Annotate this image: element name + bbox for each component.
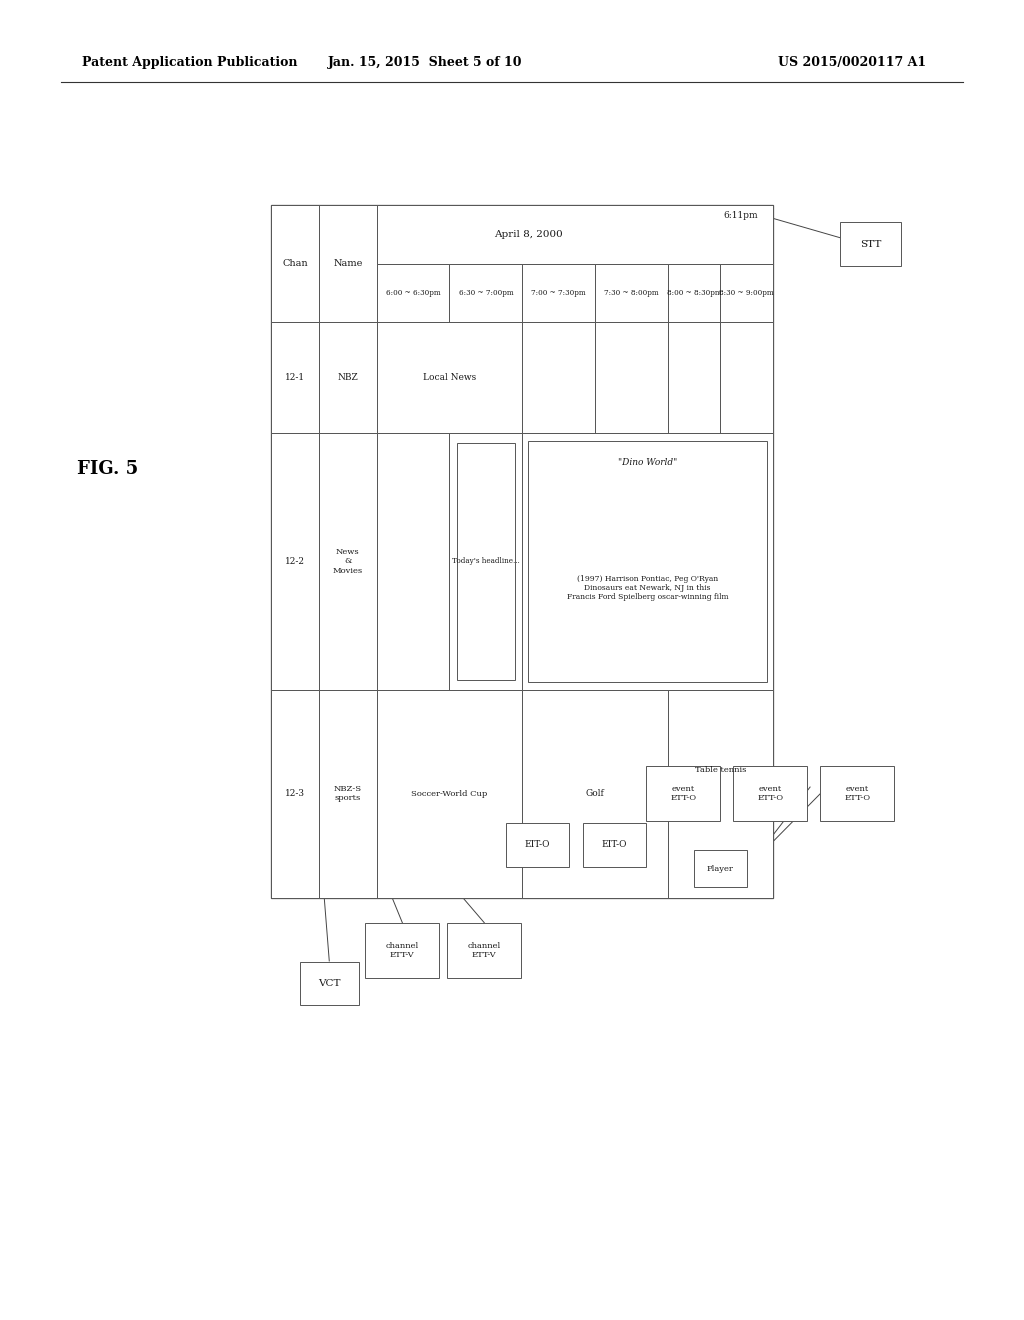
Bar bbox=[595, 264, 668, 322]
Bar bbox=[522, 322, 595, 433]
Bar bbox=[522, 264, 595, 322]
Bar bbox=[271, 322, 319, 433]
Bar bbox=[271, 205, 319, 322]
Text: 8:30 ~ 9:00pm: 8:30 ~ 9:00pm bbox=[720, 289, 774, 297]
Text: 6:30 ~ 7:00pm: 6:30 ~ 7:00pm bbox=[459, 289, 513, 297]
Bar bbox=[319, 433, 377, 689]
Bar bbox=[271, 205, 773, 898]
Bar bbox=[377, 322, 522, 433]
Text: NBZ: NBZ bbox=[338, 374, 358, 383]
Bar bbox=[450, 433, 522, 689]
Text: 7:30 ~ 8:00pm: 7:30 ~ 8:00pm bbox=[604, 289, 658, 297]
Text: channel
ETT-V: channel ETT-V bbox=[468, 941, 501, 960]
Text: 12-1: 12-1 bbox=[285, 374, 305, 383]
Text: Table tennis: Table tennis bbox=[694, 766, 746, 774]
Text: Today's headline...: Today's headline... bbox=[452, 557, 520, 565]
Bar bbox=[447, 923, 521, 978]
Bar bbox=[319, 205, 377, 322]
Text: US 2015/0020117 A1: US 2015/0020117 A1 bbox=[778, 55, 927, 69]
Text: Local News: Local News bbox=[423, 374, 476, 383]
Bar bbox=[668, 689, 773, 898]
Text: Golf: Golf bbox=[586, 789, 604, 799]
Text: 6:00 ~ 6:30pm: 6:00 ~ 6:30pm bbox=[386, 289, 440, 297]
Bar bbox=[271, 433, 319, 689]
Bar bbox=[721, 264, 773, 322]
Text: channel
ETT-V: channel ETT-V bbox=[386, 941, 419, 960]
Text: Player: Player bbox=[707, 865, 734, 873]
Bar bbox=[668, 264, 721, 322]
Text: NBZ-S
sports: NBZ-S sports bbox=[334, 785, 361, 803]
Bar bbox=[646, 766, 720, 821]
Text: Soccer-World Cup: Soccer-World Cup bbox=[412, 789, 487, 797]
Text: EIT-O: EIT-O bbox=[525, 841, 550, 849]
Text: 7:00 ~ 7:30pm: 7:00 ~ 7:30pm bbox=[531, 289, 586, 297]
Bar bbox=[377, 433, 450, 689]
Text: event
ETT-O: event ETT-O bbox=[670, 785, 696, 803]
Bar bbox=[319, 322, 377, 433]
Text: 12-2: 12-2 bbox=[286, 557, 305, 566]
Text: 8:00 ~ 8:30pm: 8:00 ~ 8:30pm bbox=[667, 289, 721, 297]
Bar bbox=[366, 923, 439, 978]
Bar bbox=[522, 689, 668, 898]
Bar bbox=[583, 824, 646, 867]
Text: "Dino World": "Dino World" bbox=[618, 458, 677, 467]
Bar bbox=[595, 322, 668, 433]
Text: (1997) Harrison Pontiac, Peg O'Ryan
Dinosaurs eat Newark, NJ in this
Francis For: (1997) Harrison Pontiac, Peg O'Ryan Dino… bbox=[567, 574, 728, 601]
Text: Chan: Chan bbox=[283, 259, 308, 268]
Bar bbox=[528, 441, 767, 681]
Text: VCT: VCT bbox=[318, 979, 341, 987]
Bar bbox=[300, 961, 359, 1006]
Bar bbox=[377, 689, 522, 898]
Text: April 8, 2000: April 8, 2000 bbox=[494, 230, 562, 239]
Text: Jan. 15, 2015  Sheet 5 of 10: Jan. 15, 2015 Sheet 5 of 10 bbox=[328, 55, 522, 69]
Bar bbox=[522, 433, 773, 689]
Bar bbox=[694, 850, 748, 887]
Bar bbox=[506, 824, 569, 867]
Bar bbox=[377, 264, 450, 322]
Bar bbox=[271, 689, 319, 898]
Bar bbox=[377, 205, 773, 264]
Text: Name: Name bbox=[333, 259, 362, 268]
Bar bbox=[721, 322, 773, 433]
Text: 6:11pm: 6:11pm bbox=[724, 211, 758, 220]
Text: event
ETT-O: event ETT-O bbox=[757, 785, 783, 803]
Bar bbox=[840, 223, 901, 267]
Bar bbox=[319, 689, 377, 898]
Text: EIT-O: EIT-O bbox=[602, 841, 627, 849]
Text: event
ETT-O: event ETT-O bbox=[844, 785, 870, 803]
Text: FIG. 5: FIG. 5 bbox=[77, 459, 138, 478]
Text: News
&
Movies: News & Movies bbox=[333, 548, 362, 574]
Text: Patent Application Publication: Patent Application Publication bbox=[82, 55, 297, 69]
Bar bbox=[820, 766, 894, 821]
Bar bbox=[668, 322, 721, 433]
Text: STT: STT bbox=[860, 240, 881, 248]
Text: 12-3: 12-3 bbox=[286, 789, 305, 799]
Bar bbox=[457, 442, 515, 681]
Bar bbox=[450, 264, 522, 322]
Bar bbox=[733, 766, 807, 821]
